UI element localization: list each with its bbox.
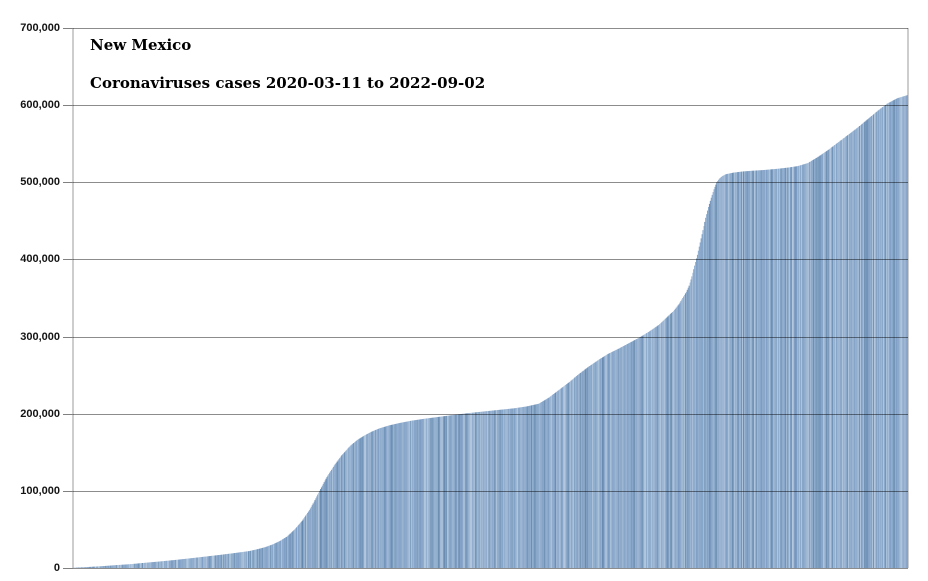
chart-subtitle: Coronaviruses cases 2020-03-11 to 2022-0… xyxy=(90,74,486,92)
y-axis-tick-label: 100,000 xyxy=(20,484,60,497)
chart-title: New Mexico xyxy=(90,36,192,54)
y-axis-tick-label: 400,000 xyxy=(20,253,60,266)
y-axis-tick-label: 300,000 xyxy=(20,330,60,343)
y-axis-tick-label: 500,000 xyxy=(20,176,60,189)
y-axis-tick-label: 700,000 xyxy=(20,22,60,34)
y-axis-tick-label: 600,000 xyxy=(20,99,60,112)
y-axis-tick-label: 200,000 xyxy=(20,407,60,420)
y-axis-tick-label: 0 xyxy=(53,562,60,574)
